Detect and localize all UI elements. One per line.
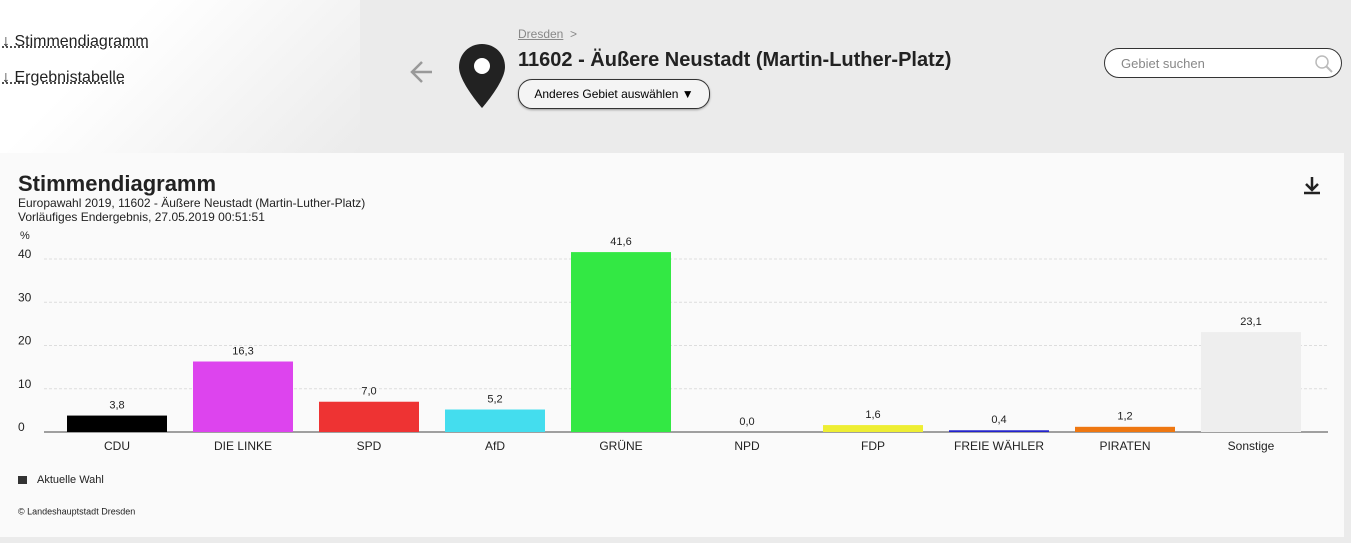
bar: [319, 401, 419, 432]
y-tick-label: 40: [18, 247, 32, 261]
chart-title: Stimmendiagramm: [18, 171, 216, 196]
x-tick-label: Sonstige: [1228, 439, 1275, 453]
chart-subtitle: Europawahl 2019, 11602 - Äußere Neustadt…: [18, 196, 365, 210]
y-tick-label: 20: [18, 334, 32, 348]
value-label: 16,3: [232, 345, 253, 357]
side-panel: [0, 0, 360, 153]
y-tick-label: 10: [18, 377, 32, 391]
area-select-button[interactable]: Anderes Gebiet auswählen ▼: [518, 79, 710, 109]
value-label: 5,2: [487, 393, 502, 405]
x-tick-label: DIE LINKE: [214, 439, 272, 453]
x-tick-label: GRÜNE: [599, 439, 642, 453]
download-icon[interactable]: [1304, 177, 1320, 195]
breadcrumb[interactable]: Dresden: [518, 27, 564, 41]
y-tick-label: 30: [18, 290, 32, 304]
bar: [193, 361, 293, 432]
x-tick-label: SPD: [357, 439, 382, 453]
location-pin: [459, 44, 505, 108]
bar: [823, 425, 923, 432]
value-label: 0,0: [739, 416, 754, 428]
chart-panel: [0, 153, 1344, 537]
x-tick-label: PIRATEN: [1099, 439, 1150, 453]
value-label: 23,1: [1240, 316, 1261, 328]
breadcrumb-separator: >: [570, 27, 578, 41]
bar: [949, 430, 1049, 432]
value-label: 7,0: [361, 386, 376, 398]
legend-label: Aktuelle Wahl: [37, 474, 104, 486]
legend-swatch: [18, 476, 27, 484]
value-label: 0,4: [991, 414, 1006, 426]
bar: [1075, 426, 1175, 432]
bar: [445, 409, 545, 432]
value-label: 41,6: [610, 236, 631, 248]
x-tick-label: NPD: [734, 439, 760, 453]
nav-link[interactable]: ↓ Ergebnistabelle: [2, 69, 125, 86]
x-tick-label: FDP: [861, 439, 885, 453]
value-label: 1,2: [1117, 411, 1132, 423]
back-arrow[interactable]: [408, 58, 436, 86]
source: © Landeshauptstadt Dresden: [18, 506, 135, 516]
search-box[interactable]: Gebiet suchen: [1104, 48, 1342, 78]
x-tick-label: FREIE WÄHLER: [954, 439, 1044, 453]
search-icon[interactable]: [1315, 55, 1333, 73]
chart-subtitle: Vorläufiges Endergebnis, 27.05.2019 00:5…: [18, 210, 265, 224]
y-tick-label: 0: [18, 420, 25, 434]
bar: [571, 252, 671, 432]
x-tick-label: CDU: [104, 439, 130, 453]
y-axis-label: %: [20, 230, 30, 242]
value-label: 3,8: [109, 399, 124, 411]
value-label: 1,6: [865, 409, 880, 421]
page-title: 11602 - Äußere Neustadt (Martin-Luther-P…: [518, 49, 952, 71]
bar: [1201, 332, 1301, 432]
search-placeholder: Gebiet suchen: [1121, 56, 1205, 71]
nav-link[interactable]: ↓ Stimmendiagramm: [2, 33, 149, 50]
bar: [67, 415, 167, 432]
x-tick-label: AfD: [485, 439, 505, 453]
